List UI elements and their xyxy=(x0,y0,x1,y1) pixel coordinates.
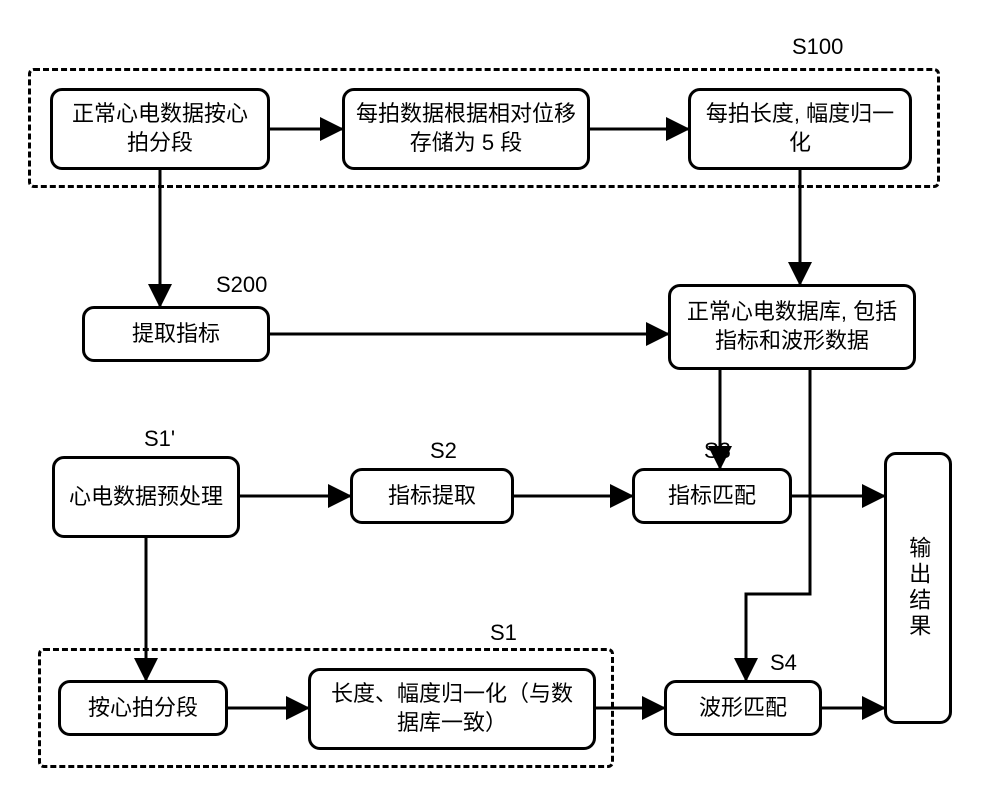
node-waveform-match: 波形匹配 xyxy=(664,680,822,736)
node-segment-normal-ecg: 正常心电数据按心拍分段 xyxy=(50,88,270,170)
node-store-5-segments: 每拍数据根据相对位移存储为 5 段 xyxy=(342,88,590,170)
node-segment-by-beat: 按心拍分段 xyxy=(58,680,228,736)
label-s3: S3 xyxy=(704,438,731,464)
label-s1prime: S1' xyxy=(144,426,175,452)
node-index-match: 指标匹配 xyxy=(632,468,792,524)
node-ecg-preprocess: 心电数据预处理 xyxy=(52,456,240,538)
label-s4: S4 xyxy=(770,650,797,676)
node-output-result: 输出结果 xyxy=(884,452,952,724)
node-normalize-consistent-db: 长度、幅度归一化（与数据库一致） xyxy=(308,668,596,750)
node-extract-index: 提取指标 xyxy=(82,306,270,362)
flowchart-root: S100 S1 正常心电数据按心拍分段 每拍数据根据相对位移存储为 5 段 每拍… xyxy=(0,0,1000,792)
node-normal-ecg-database: 正常心电数据库, 包括指标和波形数据 xyxy=(668,284,916,370)
node-normalize-length-amplitude: 每拍长度, 幅度归一化 xyxy=(688,88,912,170)
label-s1: S1 xyxy=(490,620,517,646)
label-s2: S2 xyxy=(430,438,457,464)
label-s200: S200 xyxy=(216,272,267,298)
label-s100: S100 xyxy=(792,34,843,60)
node-index-extraction: 指标提取 xyxy=(350,468,514,524)
